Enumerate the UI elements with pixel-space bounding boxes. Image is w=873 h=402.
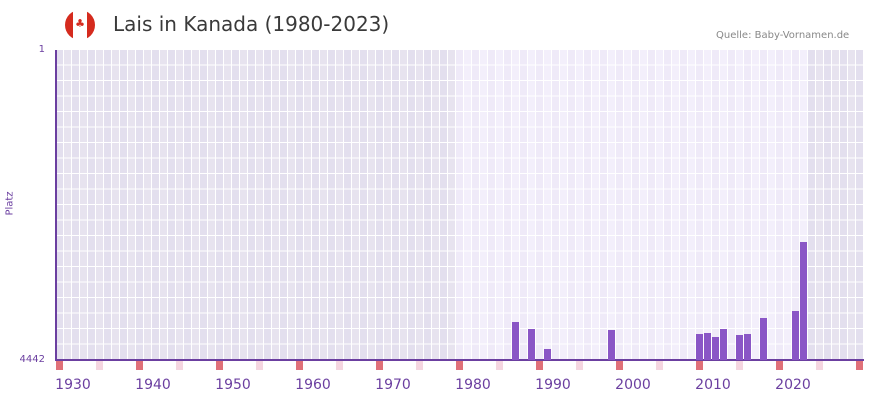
decade-marker: [176, 361, 183, 370]
decade-marker: [256, 361, 263, 370]
decade-marker: [96, 361, 103, 370]
decade-marker: [136, 361, 143, 370]
bar-2010[interactable]: [696, 334, 703, 360]
decade-marker: [296, 361, 303, 370]
bar-1987[interactable]: [512, 322, 519, 360]
bar-2016[interactable]: [744, 334, 751, 360]
y-axis: [55, 50, 57, 361]
x-tick: 2010: [695, 377, 731, 393]
decade-marker: [536, 361, 543, 370]
bar-2015[interactable]: [736, 334, 743, 360]
x-tick: 1940: [135, 377, 171, 393]
x-tick: 1970: [375, 377, 411, 393]
bar-2013[interactable]: [720, 329, 727, 360]
y-axis-title: Platz: [4, 191, 16, 216]
x-tick: 1950: [215, 377, 251, 393]
decade-marker: [656, 361, 663, 370]
x-tick: 1930: [55, 377, 91, 393]
decade-marker: [376, 361, 383, 370]
decade-marker: [496, 361, 503, 370]
decade-marker: [696, 361, 703, 370]
bar-2018[interactable]: [760, 317, 767, 360]
decade-marker: [816, 361, 823, 370]
flag-icon: ♣: [65, 10, 95, 40]
decade-marker: [616, 361, 623, 370]
y-tick-bottom: 4442: [19, 354, 45, 365]
decade-marker: [216, 361, 223, 370]
x-tick: 1980: [455, 377, 491, 393]
x-axis: [55, 359, 864, 361]
bar-1989[interactable]: [528, 329, 535, 360]
chart-title: Lais in Kanada (1980-2023): [113, 12, 390, 36]
bar-2012[interactable]: [712, 336, 719, 360]
x-tick: 2020: [775, 377, 811, 393]
x-tick: 2000: [615, 377, 651, 393]
bar-2022[interactable]: [792, 310, 799, 360]
decade-marker: [576, 361, 583, 370]
bar-2011[interactable]: [704, 332, 711, 360]
y-tick-top: 1: [38, 44, 45, 55]
decade-marker: [736, 361, 743, 370]
x-tick: 1990: [535, 377, 571, 393]
decade-marker: [856, 361, 863, 370]
decade-marker: [56, 361, 63, 370]
decade-marker: [456, 361, 463, 370]
bar-1999[interactable]: [608, 329, 615, 360]
decade-marker: [336, 361, 343, 370]
decade-marker: [416, 361, 423, 370]
bar-1991[interactable]: [544, 349, 551, 360]
plot-background: [56, 50, 863, 359]
x-tick: 1960: [295, 377, 331, 393]
bar-2023[interactable]: [800, 241, 807, 360]
source-link[interactable]: Quelle: Baby-Vornamen.de: [716, 30, 850, 41]
decade-marker: [776, 361, 783, 370]
